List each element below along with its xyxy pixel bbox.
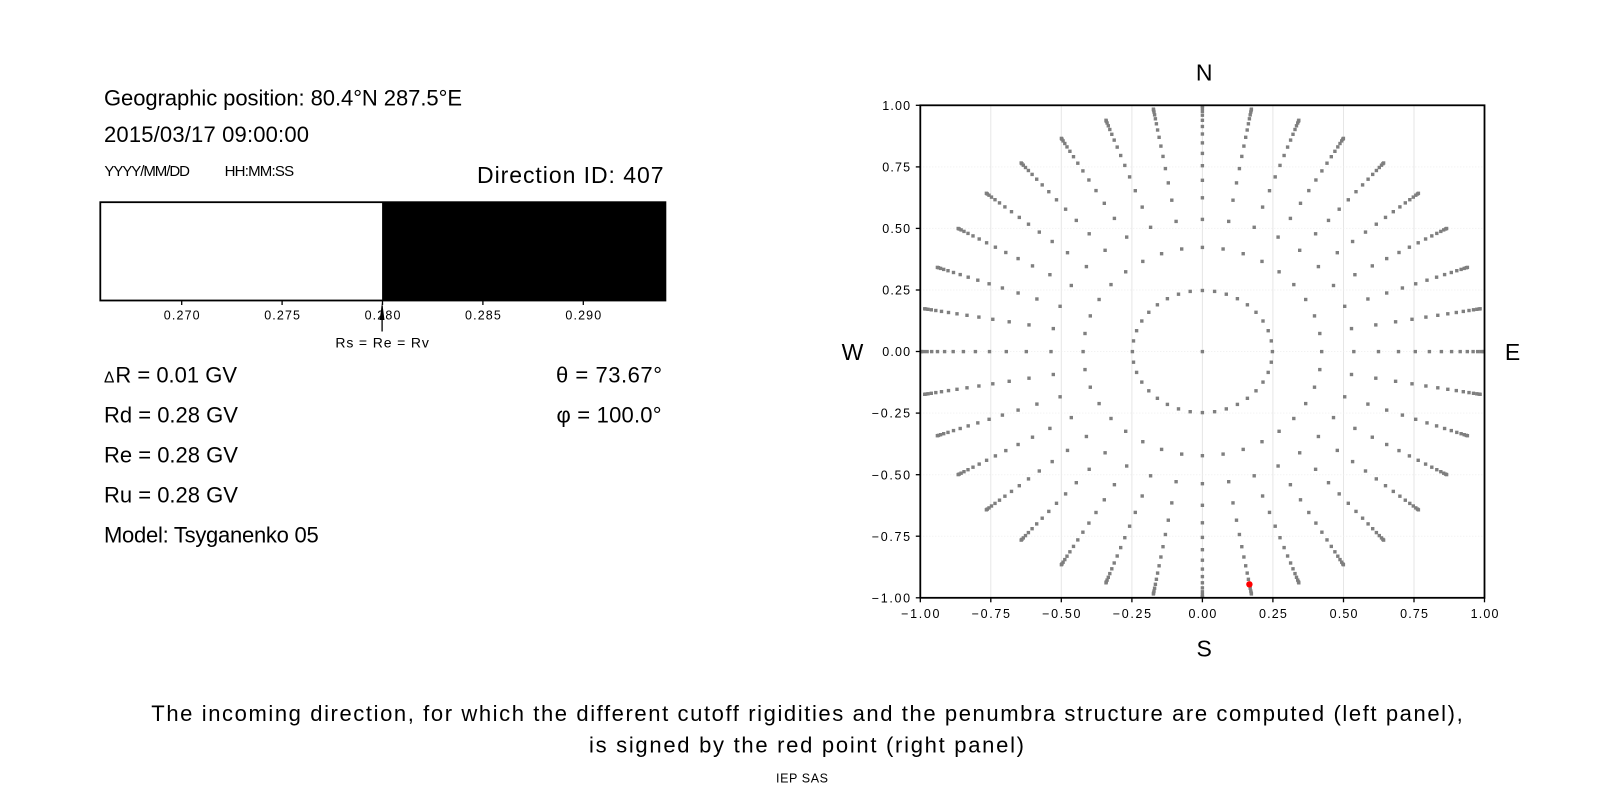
svg-text:0.25: 0.25 xyxy=(1259,607,1287,621)
svg-text:The incoming direction, for wh: The incoming direction, for which the di… xyxy=(151,701,1462,726)
svg-text:Model: Tsyganenko 05: Model: Tsyganenko 05 xyxy=(104,523,319,548)
svg-text:Re = 0.28 GV: Re = 0.28 GV xyxy=(104,443,238,468)
svg-text:1.00: 1.00 xyxy=(1471,607,1499,621)
svg-text:Rd = 0.28 GV: Rd = 0.28 GV xyxy=(104,403,238,428)
svg-text:−0.25: −0.25 xyxy=(872,407,910,421)
svg-text:0.00: 0.00 xyxy=(882,345,910,359)
svg-text:−0.25: −0.25 xyxy=(1113,607,1151,621)
svg-text:Rs = Re = Rv: Rs = Re = Rv xyxy=(335,334,429,350)
svg-text:E: E xyxy=(1505,339,1520,365)
svg-text:0.285: 0.285 xyxy=(465,309,501,323)
svg-text:Geographic position: 80.4°N 28: Geographic position: 80.4°N 287.5°E xyxy=(104,86,462,111)
svg-text:1.00: 1.00 xyxy=(882,99,910,113)
svg-text:Direction ID: 407: Direction ID: 407 xyxy=(477,162,664,188)
svg-text:−0.75: −0.75 xyxy=(972,607,1010,621)
svg-text:0.50: 0.50 xyxy=(882,222,910,236)
svg-text:Ru = 0.28 GV: Ru = 0.28 GV xyxy=(104,483,238,508)
svg-text:θ = 73.67°: θ = 73.67° xyxy=(556,363,662,388)
svg-text:−1.00: −1.00 xyxy=(872,591,910,605)
svg-text:0.25: 0.25 xyxy=(882,284,910,298)
svg-text:0.275: 0.275 xyxy=(264,309,300,323)
svg-text:φ = 100.0°: φ = 100.0° xyxy=(557,403,662,428)
svg-text:is signed by the red point (ri: is signed by the red point (right panel) xyxy=(589,732,1024,757)
svg-text:IEP SAS: IEP SAS xyxy=(776,771,828,785)
svg-text:2015/03/17 09:00:00: 2015/03/17 09:00:00 xyxy=(104,122,309,147)
svg-text:YYYY/MM/DD: YYYY/MM/DD xyxy=(104,163,190,180)
svg-text:−0.50: −0.50 xyxy=(1042,607,1080,621)
svg-text:0.270: 0.270 xyxy=(164,309,200,323)
svg-text:0.75: 0.75 xyxy=(1400,607,1428,621)
svg-text:−0.50: −0.50 xyxy=(872,468,910,482)
svg-text:N: N xyxy=(1196,59,1213,85)
svg-text:0.50: 0.50 xyxy=(1330,607,1358,621)
svg-text:ΔR = 0.01 GV: ΔR = 0.01 GV xyxy=(104,363,237,388)
svg-text:W: W xyxy=(842,339,864,365)
svg-text:0.75: 0.75 xyxy=(882,161,910,175)
svg-text:0.290: 0.290 xyxy=(565,309,601,323)
svg-text:−0.75: −0.75 xyxy=(872,530,910,544)
svg-text:HH:MM:SS: HH:MM:SS xyxy=(225,163,295,180)
svg-text:S: S xyxy=(1197,635,1212,661)
svg-text:0.00: 0.00 xyxy=(1189,607,1217,621)
svg-text:−1.00: −1.00 xyxy=(901,607,939,621)
